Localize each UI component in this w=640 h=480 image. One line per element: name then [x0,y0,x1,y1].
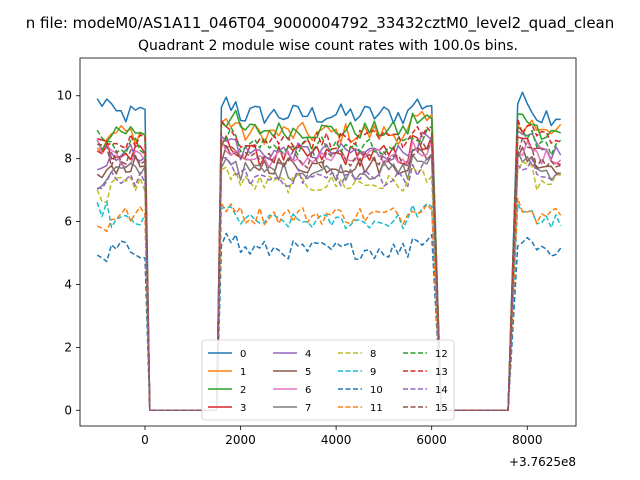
legend-label-6: 6 [305,385,311,396]
x-tick-label: 0 [141,433,149,447]
legend-label-15: 15 [435,403,448,414]
y-tick-label: 10 [57,89,72,103]
series-line-14 [97,156,562,412]
legend-label-12: 12 [435,349,448,360]
x-axis-ticks: 0 2000 4000 6000 8000 [141,426,543,447]
legend-label-0: 0 [240,349,246,360]
legend-label-8: 8 [370,349,376,360]
legend-label-9: 9 [370,367,376,378]
legend-label-1: 1 [240,367,246,378]
legend-label-4: 4 [305,349,311,360]
y-tick-label: 4 [64,277,72,291]
x-axis-offset-label: +3.7625e8 [509,455,576,469]
chart-title: Quadrant 2 module wise count rates with … [138,38,518,54]
legend-label-10: 10 [370,385,383,396]
y-tick-label: 0 [64,403,72,417]
legend-label-3: 3 [240,403,246,414]
legend-box [201,339,455,421]
legend-label-13: 13 [435,367,448,378]
y-tick-label: 8 [64,152,72,166]
figure-suptitle: n file: modeM0/AS1A11_046T04_9000004792_… [26,14,615,33]
axes-frame [79,57,577,427]
y-axis-ticks: 0 2 4 6 8 10 [57,89,80,417]
y-tick-label: 6 [64,215,72,229]
x-tick-label: 6000 [416,433,447,447]
legend-label-5: 5 [305,367,311,378]
y-tick-label: 2 [64,340,72,354]
x-tick-label: 2000 [225,433,256,447]
x-tick-label: 4000 [321,433,352,447]
legend-label-7: 7 [305,403,311,414]
x-tick-label: 8000 [512,433,543,447]
legend-label-14: 14 [435,385,448,396]
series-layer [96,91,562,412]
series-line-15 [97,137,561,412]
series-line-9 [96,200,562,412]
legend-label-2: 2 [240,385,246,396]
series-line-11 [96,197,562,412]
legend-label-11: 11 [370,403,383,414]
